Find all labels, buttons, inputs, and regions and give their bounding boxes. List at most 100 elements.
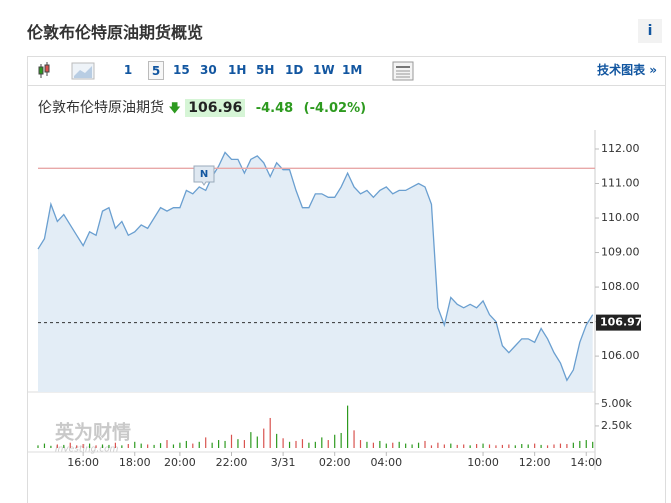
volume-bar	[347, 405, 349, 448]
candle-icon[interactable]	[38, 62, 50, 78]
volume-bar	[230, 434, 233, 448]
x-tick-label: 12:00	[519, 456, 551, 469]
chart-type-icons	[38, 62, 95, 80]
x-tick-label: 02:00	[319, 456, 351, 469]
volume-bar	[43, 443, 46, 448]
volume-bar	[385, 443, 387, 448]
interval-button[interactable]: 5	[148, 61, 164, 80]
last-price-tag	[596, 314, 641, 331]
watermark-site: Investing.com	[55, 445, 119, 455]
volume-bar	[495, 445, 497, 448]
x-tick-label: 04:00	[370, 456, 402, 469]
interval-button[interactable]: 30	[200, 63, 217, 77]
volume-bar	[218, 440, 220, 448]
interval-button[interactable]: 1W	[313, 63, 335, 77]
volume-bar	[566, 444, 568, 448]
last-price: 106.96	[185, 99, 246, 117]
volume-bar	[327, 440, 329, 448]
quote-row: 伦敦布伦特原油期货 🡇 106.96 -4.48 (-4.02%)	[38, 97, 366, 120]
volume-bar	[321, 437, 323, 448]
x-tick-label: 10:00	[467, 456, 499, 469]
info-button[interactable]: i	[638, 19, 662, 43]
volume-bar	[546, 445, 549, 448]
volume-bar	[411, 444, 413, 448]
y-tick-label: 109.00	[601, 246, 640, 259]
volume-bar	[398, 441, 400, 448]
technical-chart-link[interactable]: 技术图表 »	[597, 63, 657, 77]
table-icon[interactable]	[392, 61, 414, 81]
volume-bar	[443, 444, 445, 448]
volume-bar	[572, 442, 574, 448]
volume-bar	[166, 440, 168, 448]
volume-bar	[392, 442, 394, 448]
y-tick-label: 112.00	[601, 142, 640, 155]
volume-bar	[237, 439, 239, 448]
volume-bar	[192, 443, 194, 448]
volume-bar	[56, 444, 58, 448]
volume-bar	[534, 443, 536, 448]
volume-bar	[63, 444, 65, 448]
interval-button[interactable]: 15	[173, 63, 190, 77]
watermark-brand: 英为财情	[55, 421, 131, 444]
volume-bar	[359, 440, 362, 448]
last-price-label: 106.97	[600, 316, 642, 329]
down-arrow: 🡇	[168, 101, 181, 115]
volume-bar	[340, 432, 342, 448]
volume-bar	[301, 439, 304, 448]
y-tick-label: 110.00	[601, 211, 640, 224]
volume-bar	[585, 440, 587, 448]
interval-button[interactable]: 5H	[256, 63, 275, 77]
volume-bar	[437, 442, 439, 448]
volume-bar	[69, 442, 71, 448]
volume-bar	[147, 444, 149, 448]
volume-bar	[514, 445, 516, 448]
volume-bar	[308, 442, 310, 448]
interval-button[interactable]: 1M	[342, 63, 363, 77]
chart-widget: 技术图表 » 1 5 15 30 1H 5H 1D 1W 1M 伦敦布伦特原油期货 🡇 106.…	[27, 56, 666, 503]
interval-button[interactable]: 1H	[228, 63, 247, 77]
interval-button[interactable]: 1	[123, 63, 133, 77]
volume-bar	[134, 441, 136, 448]
y2-tick-label: 5.00k	[601, 397, 632, 410]
price-line	[37, 151, 594, 382]
y-tick-label: 106.00	[601, 349, 640, 362]
area-icon[interactable]	[71, 62, 95, 80]
volume-bar	[179, 442, 181, 448]
volume-bar	[211, 442, 213, 448]
volume-bar	[256, 436, 258, 448]
volume-bar	[172, 444, 175, 448]
volume-bar	[592, 441, 594, 448]
volume-bar	[482, 443, 484, 448]
y2-tick-label: 2.50k	[601, 419, 632, 432]
change: -4.48	[255, 101, 294, 116]
x-tick-label: 22:00	[216, 456, 248, 469]
volume-bar	[95, 445, 97, 448]
toolbar: 技术图表 » 1 5 15 30 1H 5H 1D 1W 1M	[28, 57, 665, 86]
volume-bar	[276, 433, 278, 448]
volume-bar	[540, 444, 542, 448]
volume-bar	[82, 444, 84, 448]
price-area	[38, 152, 593, 392]
volume-bar	[224, 440, 226, 448]
change-percent: (-4.02%)	[303, 101, 367, 116]
volume-bar	[121, 445, 123, 448]
volume-bar	[379, 440, 381, 448]
volume-bar	[282, 438, 284, 448]
volume-bar	[417, 442, 420, 448]
volume-bar	[101, 444, 104, 448]
volume-bar	[353, 430, 355, 448]
volume-bar	[243, 440, 245, 448]
volume-bar	[140, 443, 142, 448]
x-tick-label: 14:00	[570, 456, 602, 469]
volume-bar	[372, 442, 374, 448]
volume-bar	[463, 444, 465, 448]
news-marker: N	[200, 169, 208, 180]
volume-bar	[469, 445, 471, 448]
interval-button[interactable]: 1D	[285, 63, 304, 77]
volume-bar	[456, 444, 458, 448]
x-tick-label: 18:00	[119, 456, 151, 469]
volume-bar	[250, 432, 252, 448]
volume-bar	[430, 445, 433, 448]
